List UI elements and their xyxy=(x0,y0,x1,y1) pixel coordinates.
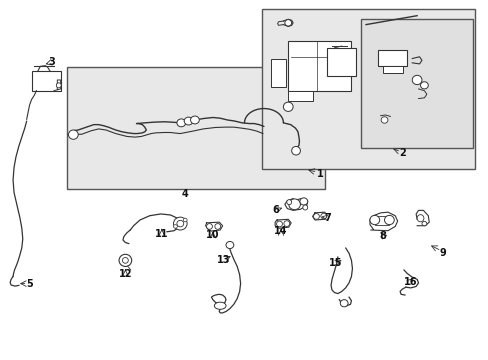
Ellipse shape xyxy=(183,218,187,222)
Ellipse shape xyxy=(173,217,187,230)
Ellipse shape xyxy=(286,200,291,204)
Text: 13: 13 xyxy=(217,255,230,265)
Text: 15: 15 xyxy=(328,258,342,268)
Ellipse shape xyxy=(68,130,78,139)
Ellipse shape xyxy=(214,302,225,309)
Ellipse shape xyxy=(411,75,421,85)
Ellipse shape xyxy=(190,116,199,124)
Text: 7: 7 xyxy=(324,213,331,223)
Text: 4: 4 xyxy=(182,189,188,199)
Ellipse shape xyxy=(122,257,128,263)
Ellipse shape xyxy=(299,198,307,205)
Text: 1: 1 xyxy=(316,168,323,179)
Text: 10: 10 xyxy=(206,230,219,240)
Text: 8: 8 xyxy=(379,231,386,241)
Ellipse shape xyxy=(184,117,193,125)
Bar xyxy=(361,19,472,148)
Ellipse shape xyxy=(225,242,233,249)
Bar xyxy=(261,9,474,169)
Ellipse shape xyxy=(214,224,220,229)
Text: 2: 2 xyxy=(398,148,405,158)
Text: 11: 11 xyxy=(155,229,168,239)
Bar xyxy=(382,66,402,73)
Ellipse shape xyxy=(421,221,426,226)
Ellipse shape xyxy=(177,119,185,127)
Ellipse shape xyxy=(177,220,183,227)
Ellipse shape xyxy=(206,224,212,229)
Ellipse shape xyxy=(288,199,300,210)
Ellipse shape xyxy=(416,215,423,222)
Bar xyxy=(287,91,312,102)
Ellipse shape xyxy=(173,225,177,228)
Bar xyxy=(287,41,351,91)
Bar xyxy=(326,48,356,76)
Ellipse shape xyxy=(291,147,300,155)
Text: 3: 3 xyxy=(48,57,55,67)
Text: 9: 9 xyxy=(439,248,446,257)
Ellipse shape xyxy=(283,102,292,111)
Bar xyxy=(271,59,285,87)
Ellipse shape xyxy=(340,300,347,307)
Ellipse shape xyxy=(369,215,379,225)
Ellipse shape xyxy=(284,221,289,226)
Ellipse shape xyxy=(384,215,393,225)
Bar xyxy=(67,67,324,189)
Ellipse shape xyxy=(302,205,307,210)
Ellipse shape xyxy=(380,117,387,123)
Bar xyxy=(31,71,61,91)
Ellipse shape xyxy=(420,82,427,89)
Ellipse shape xyxy=(119,254,131,266)
Ellipse shape xyxy=(276,221,282,227)
Ellipse shape xyxy=(56,83,61,88)
Text: 16: 16 xyxy=(403,277,417,287)
Text: 14: 14 xyxy=(274,226,287,236)
Ellipse shape xyxy=(320,213,326,219)
Text: 12: 12 xyxy=(119,269,132,279)
Bar xyxy=(377,50,407,66)
Text: 5: 5 xyxy=(26,279,33,289)
Ellipse shape xyxy=(313,213,319,219)
Ellipse shape xyxy=(285,19,291,26)
Text: 6: 6 xyxy=(272,205,279,215)
